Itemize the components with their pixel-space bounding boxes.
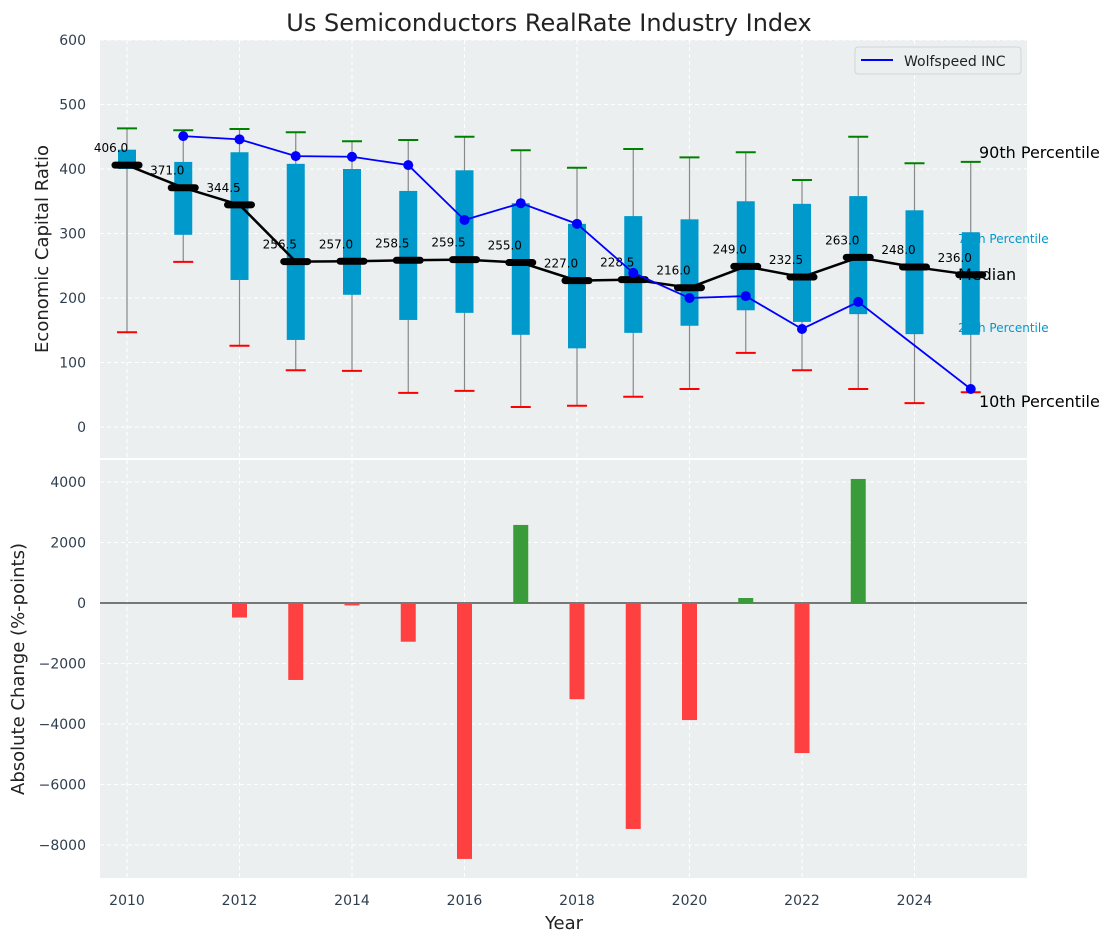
bottom-axes-background (100, 460, 1027, 878)
iqr-box (793, 203, 811, 322)
change-bar (288, 602, 304, 680)
x-tick-label: 2010 (109, 893, 145, 909)
change-bar (457, 602, 472, 859)
median-label: 249.0 (713, 242, 747, 256)
top-y-tick-label: 500 (59, 98, 86, 114)
change-bar (232, 602, 247, 618)
median-label: 344.5 (206, 181, 240, 195)
iqr-box (230, 152, 249, 280)
median-label: 257.0 (319, 237, 353, 251)
wolfspeed-line (183, 135, 972, 390)
iqr-box (736, 201, 755, 311)
x-tick-label: 2016 (447, 893, 483, 909)
median-label: 255.0 (488, 239, 522, 253)
bottom-y-tick-label: −2000 (39, 656, 86, 672)
median-label: 227.0 (544, 257, 578, 271)
wolfspeed-point (290, 151, 301, 162)
x-tick-label: 2020 (672, 893, 708, 909)
median-label: 216.0 (656, 264, 690, 278)
iqr-box (343, 169, 361, 295)
top-y-tick-label: 200 (59, 291, 86, 307)
median-label: 371.0 (150, 164, 184, 178)
bottom-y-tick-label: −8000 (39, 838, 86, 854)
median-label: 236.0 (938, 251, 972, 265)
chart-title: Us Semiconductors RealRate Industry Inde… (286, 9, 811, 37)
iqr-box (174, 161, 193, 235)
change-bar (850, 478, 866, 603)
wolfspeed-point (572, 218, 582, 229)
bottom-y-axis-label: Absolute Change (%-points) (8, 543, 29, 795)
change-bar (400, 602, 416, 642)
iqr-box (961, 232, 980, 335)
wolfspeed-point (459, 214, 470, 225)
legend-box (854, 46, 1022, 75)
x-tick-label: 2014 (334, 893, 370, 909)
wolfspeed-point (403, 160, 414, 171)
wolfspeed-point (178, 131, 189, 142)
change-bar (344, 602, 360, 606)
x-axis-label: Year (544, 913, 584, 934)
median-label: 248.0 (881, 243, 915, 257)
wolfspeed-point (797, 323, 807, 334)
top-y-tick-label: 400 (59, 162, 86, 178)
change-bar (569, 602, 585, 700)
median-label: 406.0 (94, 141, 128, 155)
annotation-25th: 25th Percentile (958, 321, 1049, 335)
bottom-y-tick-label: −4000 (39, 717, 86, 733)
wolfspeed-point (684, 293, 695, 304)
wolfspeed-point (234, 134, 245, 145)
wolfspeed-point (515, 198, 526, 209)
change-bar (794, 602, 810, 754)
iqr-box (905, 210, 924, 335)
iqr-box (568, 223, 586, 349)
annotation-75th: 75th Percentile (958, 232, 1049, 246)
top-y-tick-label: 300 (59, 227, 86, 243)
x-tick-label: 2022 (784, 893, 820, 909)
iqr-box (511, 203, 530, 335)
annotation-90th: 90th Percentile (979, 143, 1100, 162)
legend-label: Wolfspeed INC (904, 54, 1006, 70)
x-tick-label: 2018 (559, 893, 595, 909)
x-tick-label: 2024 (897, 893, 933, 909)
annotation-10th: 10th Percentile (979, 392, 1100, 411)
iqr-box (286, 163, 305, 340)
median-label: 259.5 (431, 236, 465, 250)
top-y-tick-label: 100 (59, 356, 86, 372)
median-label: 232.5 (769, 253, 803, 267)
change-bar (738, 598, 754, 603)
wolfspeed-point (628, 267, 639, 278)
top-y-tick-label: 600 (59, 33, 86, 49)
median-line (126, 163, 971, 289)
median-label: 258.5 (375, 236, 409, 250)
change-bar (625, 602, 641, 829)
wolfspeed-point (965, 383, 976, 394)
bottom-y-tick-label: 0 (77, 596, 86, 612)
iqr-box (455, 170, 474, 313)
change-bar (682, 602, 697, 721)
change-bar (513, 524, 529, 603)
wolfspeed-point (853, 296, 864, 307)
wolfspeed-point (740, 291, 751, 302)
top-y-tick-label: 0 (77, 420, 86, 436)
bottom-y-tick-label: 4000 (50, 475, 86, 491)
wolfspeed-point (347, 151, 357, 162)
bottom-y-tick-label: −6000 (39, 777, 86, 793)
top-axes-background (100, 40, 1027, 458)
iqr-box (399, 190, 418, 320)
median-label: 263.0 (825, 233, 859, 247)
bottom-y-tick-label: 2000 (50, 535, 86, 551)
x-tick-label: 2012 (222, 893, 258, 909)
top-y-axis-label: Economic Capital Ratio (32, 145, 53, 353)
median-label: 256.5 (263, 238, 297, 252)
annotation-median: Median (958, 265, 1016, 284)
